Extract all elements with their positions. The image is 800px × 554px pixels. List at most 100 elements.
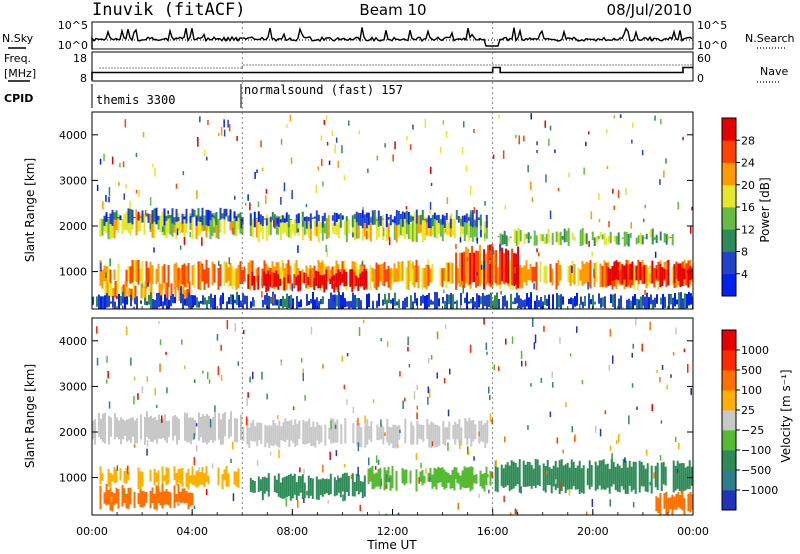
data-cell: [595, 236, 598, 243]
data-cell: [205, 221, 208, 238]
data-cell: [175, 262, 178, 288]
data-cell: [311, 267, 314, 288]
data-speck: [305, 203, 308, 208]
data-cell: [594, 461, 597, 491]
data-cell: [297, 213, 300, 224]
data-cell: [164, 413, 166, 441]
data-cell: [548, 467, 551, 486]
data-cell: [153, 208, 156, 222]
data-cell: [206, 413, 208, 445]
data-cell: [681, 268, 684, 286]
data-speck: [364, 415, 366, 424]
data-cell: [215, 211, 218, 226]
data-speck: [492, 154, 495, 159]
data-cell: [144, 297, 146, 305]
data-cell: [323, 212, 326, 222]
data-cell: [111, 221, 114, 238]
data-cell: [441, 218, 444, 241]
data-cell: [175, 220, 178, 239]
data-speck: [487, 473, 489, 478]
data-cell: [430, 299, 432, 305]
data-cell: [385, 269, 388, 282]
data-cell: [149, 469, 152, 482]
nave-line: [99, 64, 693, 69]
data-speck: [489, 250, 491, 259]
data-speck: [252, 371, 254, 380]
data-speck: [380, 478, 383, 486]
data-cell: [359, 213, 362, 226]
data-cell: [212, 416, 214, 443]
data-speck: [690, 388, 692, 396]
data-speck: [546, 470, 548, 475]
data-speck: [661, 365, 664, 370]
data-speck: [232, 493, 235, 502]
data-cell: [139, 268, 142, 281]
data-cell: [423, 475, 426, 484]
data-cell: [470, 420, 473, 447]
data-cell: [189, 492, 192, 507]
data-cell: [201, 207, 204, 226]
data-cell: [372, 300, 374, 309]
noise-left-tick-bottom: 10^0: [58, 39, 88, 52]
data-cell: [287, 214, 290, 228]
data-cell: [218, 413, 220, 440]
data-speck: [446, 197, 449, 205]
data-cell: [273, 214, 276, 229]
data-cell: [321, 216, 324, 241]
data-speck: [333, 280, 335, 285]
colorbar-swatch: [722, 140, 736, 163]
data-cell: [357, 277, 360, 291]
data-speck: [159, 339, 162, 345]
data-cell: [379, 216, 382, 226]
data-speck: [430, 182, 433, 186]
data-speck: [683, 348, 686, 353]
data-cell: [217, 218, 220, 239]
data-cell: [379, 467, 382, 490]
data-cell: [187, 263, 190, 284]
y-tick-label: 3000: [59, 174, 87, 187]
data-speck: [183, 237, 186, 245]
data-speck: [304, 395, 306, 401]
data-speck: [106, 355, 108, 363]
data-speck: [302, 373, 304, 382]
data-cell: [126, 296, 128, 305]
data-cell: [327, 479, 330, 496]
data-speck: [196, 444, 198, 452]
data-cell: [133, 259, 136, 281]
data-speck: [282, 262, 284, 271]
data-cell: [143, 213, 146, 235]
data-cell: [338, 291, 340, 309]
data-cell: [471, 466, 474, 490]
data-speck: [198, 467, 200, 471]
data-cell: [349, 269, 352, 287]
data-cell: [520, 298, 522, 309]
data-cell: [518, 459, 521, 493]
data-speck: [478, 493, 480, 498]
data-speck: [219, 297, 221, 306]
data-cell: [428, 424, 431, 448]
data-cell: [621, 264, 624, 285]
data-cell: [157, 470, 160, 488]
data-speck: [659, 455, 662, 461]
data-speck: [485, 342, 488, 351]
data-cell: [509, 259, 512, 290]
data-cell: [335, 222, 338, 235]
data-speck: [430, 166, 432, 174]
data-speck: [659, 377, 661, 383]
data-speck: [492, 247, 494, 255]
data-speck: [290, 157, 293, 164]
data-speck: [146, 440, 149, 447]
data-cell: [125, 269, 128, 287]
data-speck: [618, 266, 620, 271]
data-cell: [519, 265, 522, 289]
data-cell: [318, 301, 320, 309]
data-cell: [239, 213, 242, 221]
data-cell: [177, 212, 180, 231]
data-cell: [353, 271, 356, 287]
data-speck: [416, 405, 418, 410]
data-cell: [301, 221, 304, 241]
data-speck: [489, 413, 492, 422]
data-cell: [535, 262, 538, 291]
data-speck: [409, 144, 412, 151]
data-cell: [264, 425, 267, 448]
